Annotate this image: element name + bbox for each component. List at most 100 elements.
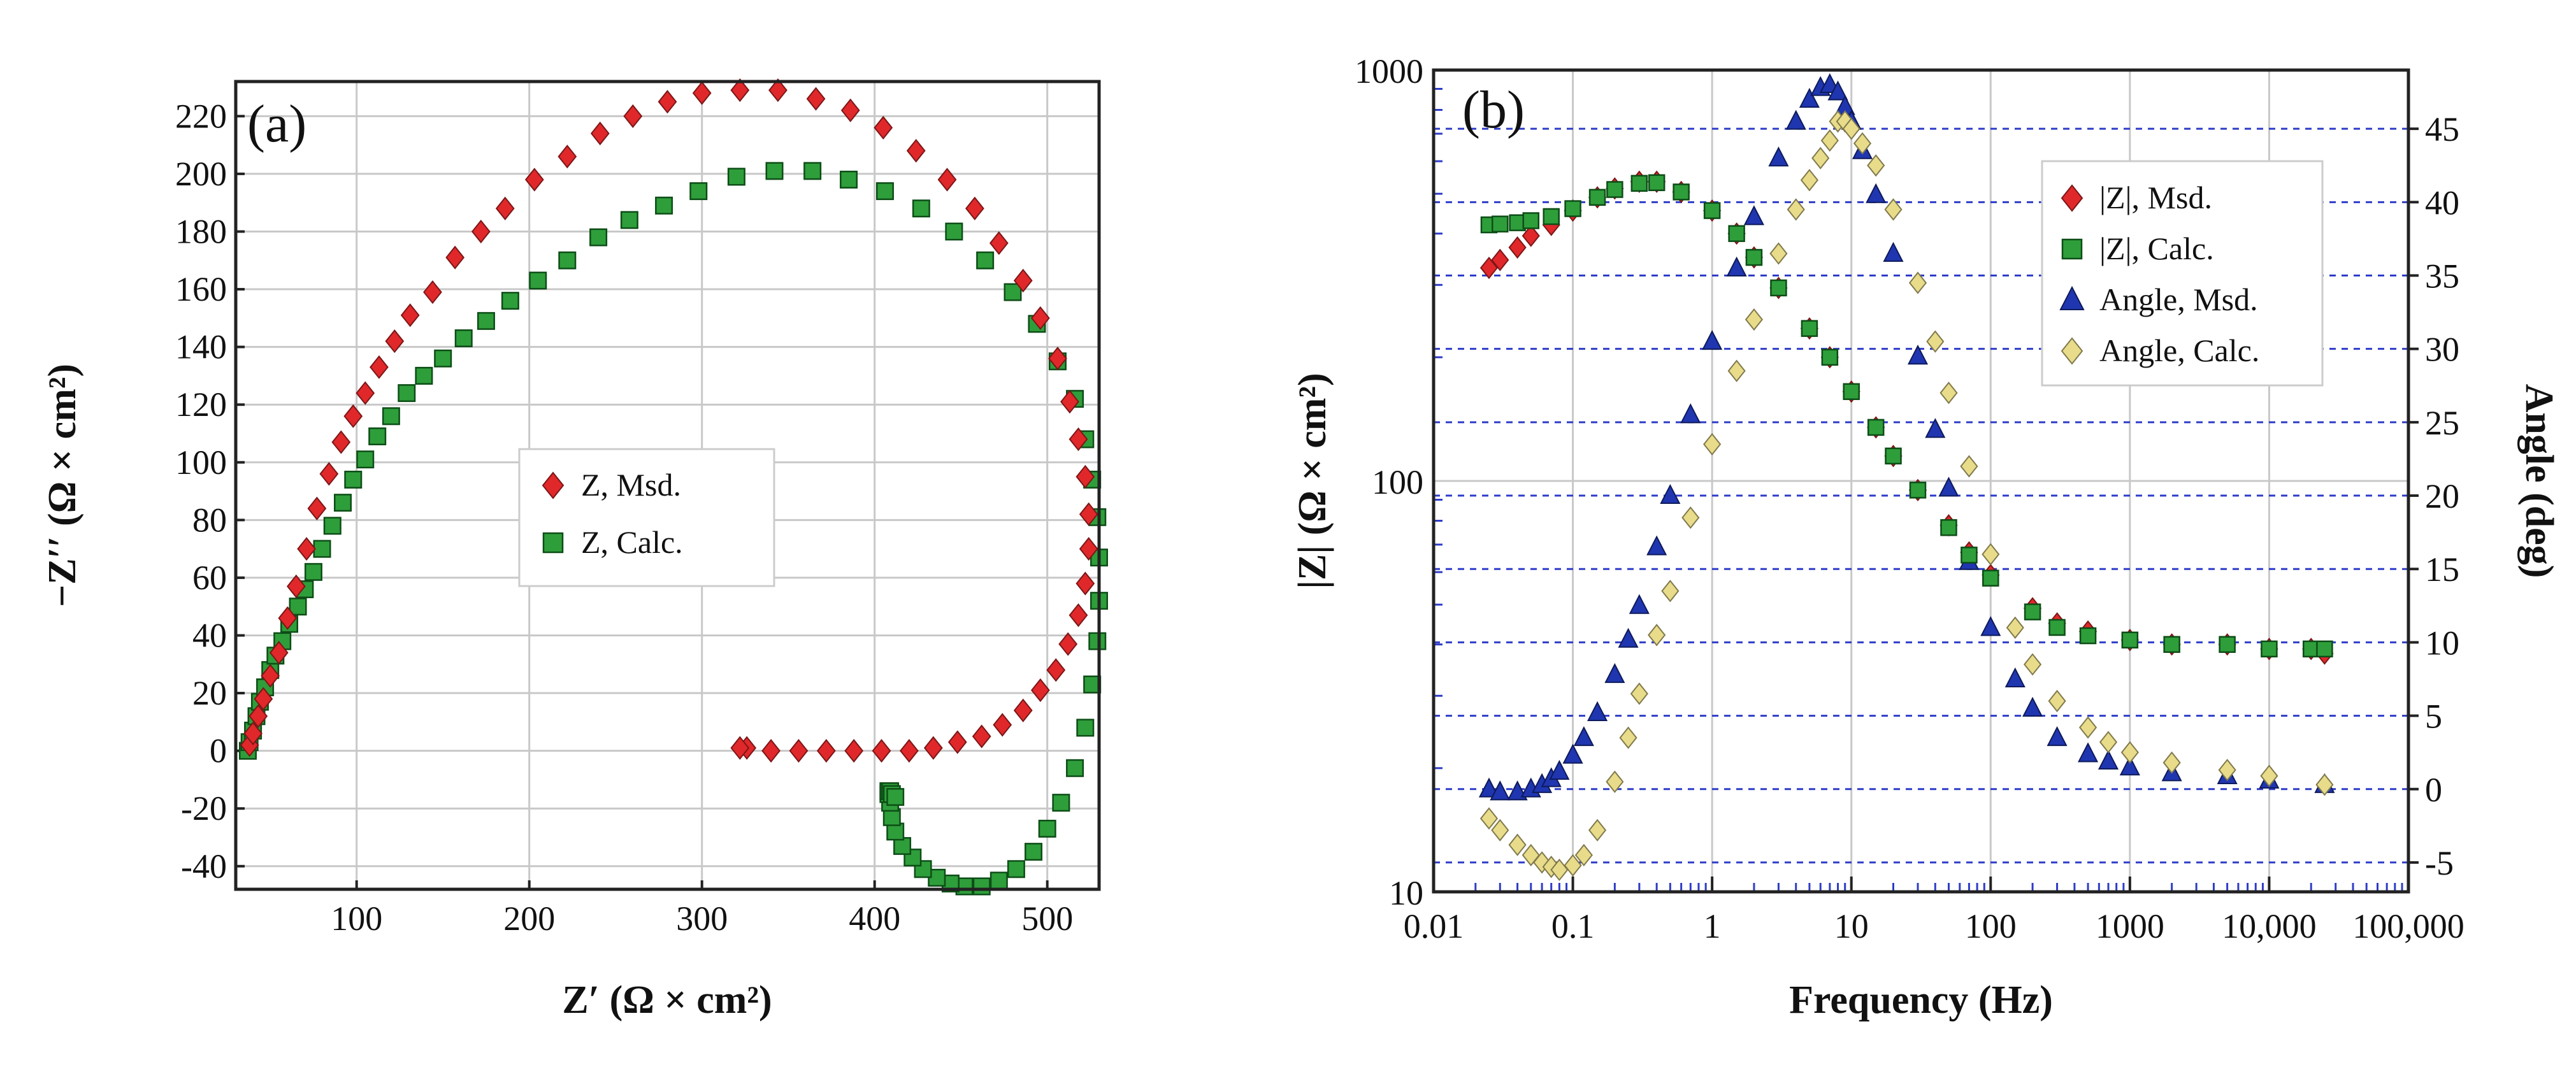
panel-a-ytick-label: 100 bbox=[175, 443, 227, 482]
panel-b-y2tick-label: 30 bbox=[2425, 331, 2459, 369]
angle-msd-point bbox=[1925, 418, 1946, 438]
angle-msd-point bbox=[1907, 345, 1929, 365]
z-msd-point bbox=[254, 687, 273, 711]
zmod-calc-point bbox=[1745, 248, 1763, 266]
z-msd-point bbox=[1030, 306, 1050, 330]
angle-calc-point bbox=[2260, 764, 2278, 787]
angle-calc-point bbox=[2048, 689, 2066, 713]
z-calc-point bbox=[1007, 860, 1025, 878]
legend-label-angle-msd: Angle, Msd. bbox=[2099, 282, 2258, 317]
z-calc-point bbox=[989, 871, 1008, 890]
angle-msd-point bbox=[2004, 667, 2026, 687]
panel-a-ytick-label: 160 bbox=[175, 270, 227, 308]
z-msd-point bbox=[965, 196, 984, 220]
angle-calc-point bbox=[1853, 132, 1872, 155]
angle-calc-point bbox=[1661, 580, 1680, 603]
zmod-calc-point bbox=[2163, 636, 2180, 653]
panel-b-ytick-label: 10 bbox=[1389, 874, 1423, 912]
z-calc-point bbox=[945, 222, 963, 241]
angle-calc-point bbox=[1703, 433, 1722, 456]
z-calc-point bbox=[304, 562, 322, 581]
z-calc-point bbox=[1038, 819, 1056, 838]
zmod-calc-point bbox=[1630, 175, 1648, 192]
angle-msd-point bbox=[2119, 755, 2140, 776]
zmod-calc-point bbox=[1648, 174, 1666, 192]
z-msd-point bbox=[947, 730, 967, 754]
angle-calc-point bbox=[1491, 819, 1509, 841]
angle-msd-point bbox=[1478, 777, 1500, 798]
z-msd-point bbox=[370, 355, 389, 379]
angle-calc-point bbox=[1727, 359, 1746, 382]
z-msd-point bbox=[806, 87, 826, 111]
panel-a-xtick-label: 100 bbox=[331, 899, 382, 938]
zmod-calc-point bbox=[2024, 603, 2041, 620]
z-calc-point bbox=[323, 517, 342, 535]
angle-msd-point bbox=[1743, 205, 1764, 226]
z-msd-point bbox=[524, 168, 544, 192]
zmod-calc-legend-shape bbox=[2061, 238, 2083, 260]
panel-a-xtick-label: 500 bbox=[1021, 899, 1073, 938]
angle-calc-point bbox=[1619, 726, 1637, 749]
z-msd-point bbox=[923, 736, 943, 760]
zmod-msd-point bbox=[1479, 256, 1499, 280]
panel-a-ylabel: −Z′′ (Ω × cm²) bbox=[41, 364, 84, 607]
panel-a-ytick-label: 40 bbox=[192, 616, 227, 654]
angle-msd-point bbox=[1562, 743, 1583, 764]
z-msd-point bbox=[789, 739, 809, 763]
z-msd-point bbox=[319, 462, 339, 486]
panel-b-x-ticks: 0.01 0.1 1 10 100 1000 10,000 100,000 bbox=[1404, 907, 2464, 945]
panel-a-ytick-label: -40 bbox=[181, 847, 227, 885]
z-msd-point bbox=[243, 721, 263, 746]
angle-calc-point bbox=[1564, 854, 1582, 877]
angle-calc-point bbox=[1508, 833, 1527, 856]
z-msd-point bbox=[495, 196, 515, 220]
legend-label-z-calc-b: |Z|, Calc. bbox=[2099, 231, 2214, 266]
z-msd-point bbox=[1069, 427, 1088, 452]
z-msd-point bbox=[623, 104, 643, 128]
angle-msd-point bbox=[1938, 476, 1959, 497]
panel-a-frame bbox=[234, 80, 1101, 891]
panel-a-x-ticks: 100 200 300 400 500 bbox=[331, 880, 1073, 938]
panel-a-label: (a) bbox=[247, 94, 306, 154]
z-msd-point bbox=[343, 404, 363, 428]
panel-b-y2tick-label: 10 bbox=[2425, 624, 2459, 662]
angle-calc-point bbox=[1820, 129, 1839, 152]
panel-b-legend-box bbox=[2041, 160, 2324, 387]
angle-msd-point bbox=[1549, 759, 1570, 780]
panel-b-label: (b) bbox=[1462, 80, 1525, 140]
panel-a-ytick-label: 0 bbox=[210, 732, 227, 770]
z-msd-point bbox=[1013, 698, 1033, 722]
zmod-calc-point bbox=[1673, 183, 1690, 201]
angle-calc-point bbox=[1800, 169, 1818, 192]
panel-b-y2tick-label: 5 bbox=[2425, 698, 2442, 736]
angle-calc-legend-shape bbox=[2061, 337, 2083, 365]
angle-calc-point bbox=[1479, 807, 1499, 830]
zmod-calc-point bbox=[2048, 619, 2066, 636]
angle-calc-point bbox=[1630, 682, 1648, 705]
z-msd-point bbox=[423, 280, 442, 304]
z-calc-point bbox=[434, 349, 452, 368]
z-msd-point bbox=[297, 537, 316, 561]
angle-msd-point bbox=[2022, 696, 2043, 717]
z-calc-point bbox=[344, 470, 363, 489]
z-msd-point bbox=[840, 98, 860, 122]
z-msd-point bbox=[286, 574, 306, 599]
angle-msd-point bbox=[1490, 780, 1511, 801]
angle-msd-point bbox=[1680, 403, 1701, 424]
angle-calc-point bbox=[1982, 543, 2000, 566]
z-msd-point bbox=[471, 219, 491, 244]
panel-b-data bbox=[1478, 73, 2335, 882]
z-msd-point bbox=[989, 231, 1009, 255]
panel-b-y2label: Angle (deg) bbox=[2517, 384, 2561, 578]
angle-calc-point bbox=[2162, 751, 2181, 774]
angle-msd-point bbox=[1573, 726, 1594, 747]
angle-msd-point bbox=[1726, 256, 1747, 276]
z-msd-point bbox=[590, 121, 610, 146]
panel-a-ytick-label: 140 bbox=[175, 328, 227, 366]
panel-b: 10 100 1000 -5 0 5 10 15 20 25 30 35 40 45 0.01 0.1 1 1… bbox=[1291, 52, 2561, 1022]
panel-a-legend: Z, Msd. Z, Calc. bbox=[518, 448, 775, 587]
panel-a-ytick-label: 60 bbox=[192, 559, 227, 597]
zmod-calc-point bbox=[1522, 212, 1540, 229]
z-msd-point bbox=[692, 81, 712, 105]
